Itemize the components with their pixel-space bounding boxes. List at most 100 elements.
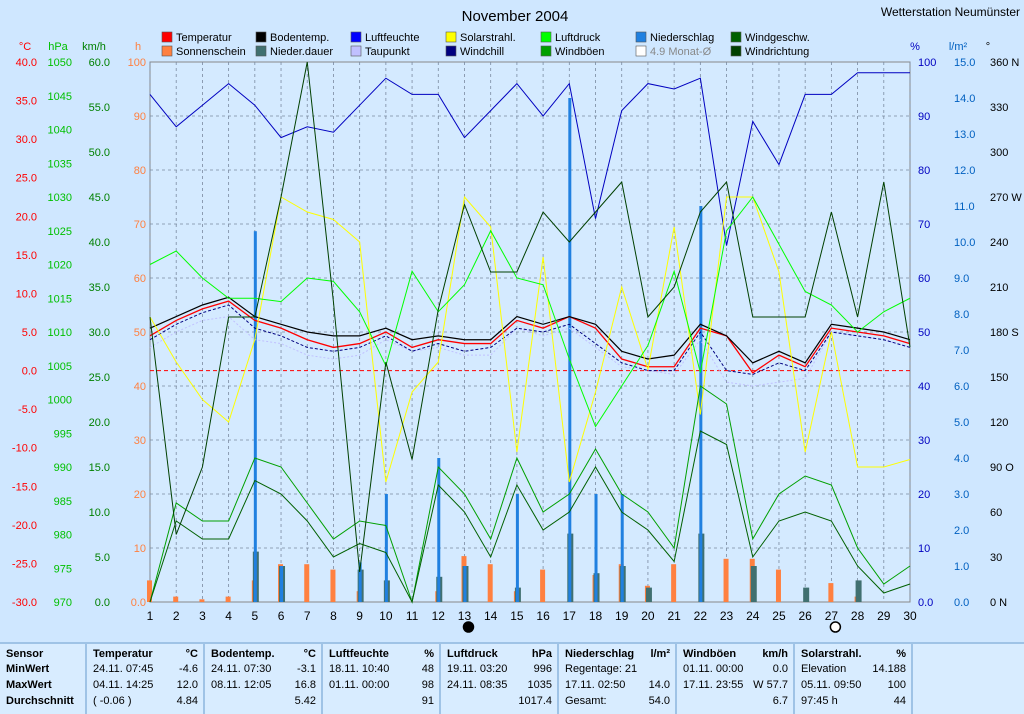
sunshine-bar	[775, 569, 781, 602]
sunshine-bar	[671, 564, 677, 602]
legend-swatch	[540, 31, 552, 43]
temperature-tick-label: -30.0	[12, 597, 37, 609]
x-tick-label: 2	[173, 609, 180, 623]
series-line-bodentemp-	[149, 296, 911, 364]
humidity-tick-label: 10	[918, 543, 930, 555]
temperature-title: Temperatur	[93, 648, 153, 660]
humidity-avg-value: 91	[421, 695, 434, 707]
temperature-tick-label: 30.0	[16, 134, 37, 146]
legend-swatch	[445, 31, 457, 43]
sunshine-tick-label: 50	[134, 327, 146, 339]
sunshine-bar	[225, 596, 231, 602]
sunshine-bar	[723, 558, 729, 602]
precipitation-tick-label: 5.0	[954, 417, 969, 429]
legend-swatch	[161, 31, 173, 43]
solar-elevation-label: Elevation	[801, 663, 847, 675]
weather-chart: November 2004 Wetterstation Neumünster °…	[11, 5, 1023, 633]
gust-max-time: 23:55	[715, 679, 744, 691]
temperature-tick-label: -10.0	[12, 443, 37, 455]
x-tick-label: 18	[589, 609, 603, 623]
humidity-panel: Luftfeuchte% 18.11. 10:40 48 01.11. 00:00…	[323, 644, 441, 714]
sunshine-tick-label: 100	[128, 57, 146, 69]
pressure-tick-label: 1030	[48, 192, 72, 204]
pressure-avg-value: 1017.4	[518, 695, 552, 707]
pressure-tick-label: 1010	[48, 327, 72, 339]
direction_solar-tick-label: 150	[990, 372, 1008, 384]
sunshine-tick-label: 40	[134, 381, 146, 393]
x-tick-label: 5	[251, 609, 258, 623]
legend-label: Sonnenschein	[176, 46, 246, 58]
ground-avg-value: 5.42	[294, 695, 316, 707]
legend-swatch	[350, 45, 362, 57]
precipitation-bar	[384, 494, 388, 602]
x-tick-label: 8	[330, 609, 337, 623]
humidity-tick-label: 100	[918, 57, 936, 69]
legend-swatch	[540, 45, 552, 57]
pressure-tick-label: 990	[54, 462, 72, 474]
pressure-panel: Luftdruck hPa 19.11. 03:20 996 24.11. 08:3…	[441, 644, 559, 714]
legend-label: 4.9 Monat-Ø	[650, 46, 712, 58]
humidity-min-time: 10:40	[361, 663, 390, 675]
legend-label: Solarstrahl.	[460, 32, 516, 44]
precipitation-unit-label: l/m²	[949, 41, 968, 53]
humidity-max-date: 01.11.	[329, 679, 359, 691]
x-tick-label: 26	[798, 609, 812, 623]
pressure-tick-label: 1025	[48, 226, 72, 238]
solar-unit: %	[896, 648, 906, 660]
precipitation-tick-label: 8.0	[954, 309, 969, 321]
temperature-unit: °C	[185, 648, 198, 660]
ground-min-value: -3.1	[297, 663, 316, 675]
chart-title: November 2004	[462, 8, 569, 25]
precipitation-bar	[437, 458, 441, 602]
humidity-tick-label: 60	[918, 273, 930, 285]
precipitation-bar	[620, 494, 624, 602]
humidity-tick-label: 50	[918, 327, 930, 339]
sunshine-tick-label: 60	[134, 273, 146, 285]
legend: Temperatur Sonnenschein Bodentemp. Nieder.d…	[161, 31, 810, 58]
temperature-tick-label: -15.0	[12, 481, 37, 493]
x-tick-label: 23	[720, 609, 734, 623]
precipitation-tick-label: 2.0	[954, 525, 969, 537]
temperature-max-value: 12.0	[176, 679, 198, 691]
wind_speed-tick-label: 60.0	[89, 57, 110, 69]
sunshine-tick-label: 90	[134, 111, 146, 123]
x-tick-label: 12	[432, 609, 446, 623]
direction_solar-tick-label: 330	[990, 102, 1008, 114]
legend-label: Niederschlag	[650, 32, 714, 44]
temperature-max-date: 04.11.	[93, 679, 123, 691]
x-tick-label: 13	[458, 609, 472, 623]
precipitation-tick-label: 1.0	[954, 561, 969, 573]
gust-panel: Windböen km/h 01.11. 00:00 0.0 17.11. 23:5…	[677, 644, 795, 714]
sunshine-unit-label: h	[135, 41, 141, 53]
wind_speed-tick-label: 5.0	[95, 552, 110, 564]
gust-max-date: 17.11.	[683, 679, 713, 691]
precipitation-bar	[463, 566, 467, 602]
precip-max-date: 17.11.	[565, 679, 595, 691]
sunshine-bar	[330, 569, 336, 602]
solar-elevation-value: 14.188	[872, 663, 906, 675]
pressure-tick-label: 970	[54, 597, 72, 609]
temperature-tick-label: 15.0	[16, 250, 37, 262]
direction-unit-label: °	[986, 41, 990, 53]
station-label: Wetterstation Neumünster	[881, 5, 1020, 19]
wind_speed-tick-label: 40.0	[89, 237, 110, 249]
solar-max-value: 100	[887, 679, 906, 691]
temperature-tick-label: 25.0	[16, 173, 37, 185]
max-label: MaxWert	[6, 679, 52, 691]
x-tick-label: 25	[772, 609, 786, 623]
precipitation-bar	[253, 231, 257, 602]
pressure-tick-label: 1020	[48, 260, 72, 272]
precipitation-bar	[568, 98, 572, 602]
x-tick-label: 15	[510, 609, 524, 623]
pressure-min-time: 03:20	[479, 663, 508, 675]
precip-duration-bar	[803, 587, 810, 602]
precip-duration-bar	[750, 566, 757, 602]
precipitation-tick-label: 13.0	[954, 129, 975, 141]
avg-label: Durchschnitt	[6, 695, 74, 707]
ground-max-value: 16.8	[294, 679, 316, 691]
stats-table: Sensor MinWert MaxWert Durchschnitt Temp…	[0, 642, 1024, 714]
x-tick-label: 6	[278, 609, 285, 623]
full-moon-marker	[462, 621, 475, 633]
x-tick-label: 17	[563, 609, 577, 623]
legend-swatch	[161, 45, 173, 57]
